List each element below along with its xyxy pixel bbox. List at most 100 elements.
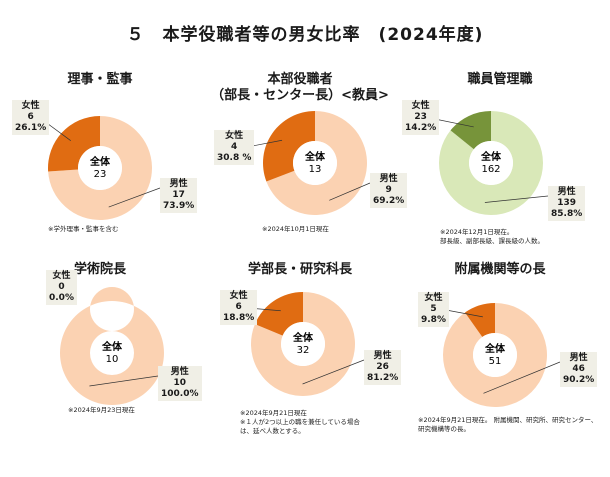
chart-note: ※2024年9月21日現在 ※１人が2つ以上の職を兼任している場合 は、延べ人数とす…	[240, 409, 360, 436]
male-data-label: 男性 46 90.2%	[560, 352, 598, 387]
female-pct: 0.0%	[49, 293, 74, 303]
female-pct: 14.2%	[405, 123, 437, 133]
chart-title: 学部長・研究科長	[200, 262, 400, 278]
chart-note-line: は、延べ人数とする。	[240, 427, 305, 435]
male-label: 男性	[557, 187, 576, 197]
donut-hole	[473, 333, 517, 377]
female-label: 女性	[225, 131, 244, 141]
female-data-label: 女性 0 0.0%	[46, 270, 77, 305]
chart-note-line: 研究機構等の長。	[418, 425, 470, 433]
female-pct: 30.8 %	[217, 153, 252, 163]
male-count: 17	[172, 190, 185, 200]
male-leader-line	[484, 195, 549, 203]
male-pct: 85.8%	[551, 209, 583, 219]
female-label: 女性	[52, 271, 71, 281]
center-total: 10	[106, 354, 119, 365]
male-pct: 69.2%	[373, 196, 405, 206]
male-slice	[443, 303, 547, 407]
male-pct: 100.0%	[161, 389, 199, 399]
chart-note: ※2024年9月23日現在	[68, 406, 135, 415]
donut-hole	[90, 331, 134, 375]
male-leader-line	[329, 182, 371, 201]
chart-title-line1: 理事・監事	[67, 72, 133, 87]
female-slice	[450, 111, 491, 150]
male-label: 男性	[569, 353, 588, 363]
female-label: 女性	[229, 291, 248, 301]
male-count: 9	[385, 185, 392, 195]
male-data-label: 男性 9 69.2%	[370, 173, 408, 208]
donut-hole	[293, 141, 337, 185]
female-count: 6	[27, 112, 34, 122]
chart-note-line: ※2024年10月1日現在	[262, 225, 329, 233]
chart-panel: 学術院長 全体 10 女性 0 0.0% 男性 10 100.0% ※2024年9月23日現在	[0, 262, 202, 477]
female-data-label: 女性 6 18.8%	[220, 290, 258, 325]
chart-panel: 本部役職者 （部長・センター長）<教員> 全体 13 女性 4 30.8 % 男性 9 69.2%…	[200, 68, 408, 283]
center-total: 51	[489, 356, 502, 367]
male-label: 男性	[169, 179, 188, 189]
chart-note: ※2024年10月1日現在	[262, 225, 329, 234]
chart-note-line: ※１人が2つ以上の職を兼任している場合	[240, 418, 360, 426]
male-data-label: 男性 26 81.2%	[364, 350, 402, 385]
male-count: 139	[557, 198, 577, 208]
center-label: 全体	[292, 331, 314, 344]
chart-note-line: ※2024年9月21日現在	[240, 409, 307, 417]
female-count: 0	[58, 282, 65, 292]
chart-note-line: ※学外理事・監事を含む	[48, 225, 119, 233]
female-pct: 26.1%	[15, 123, 47, 133]
female-label: 女性	[21, 101, 40, 111]
chart-note-line: 部長級、副部長級、課長級の人数。	[440, 237, 544, 245]
chart-note-line: ※2024年9月21日現在。 附属機関、研究所、研究センター、	[418, 416, 598, 424]
donut-hole	[469, 141, 513, 185]
male-data-label: 男性 10 100.0%	[158, 366, 202, 401]
chart-note-line: ※2024年12月1日現在。	[440, 228, 514, 236]
chart-title-line1: 本部役職者	[267, 72, 333, 87]
chart-title-line1: 附属機関等の長	[454, 262, 546, 277]
male-slice	[266, 111, 367, 215]
male-count: 46	[572, 364, 585, 374]
female-slice	[254, 292, 303, 336]
female-count: 5	[430, 304, 437, 314]
female-count: 6	[235, 302, 242, 312]
male-leader-line	[483, 361, 561, 394]
female-label: 女性	[411, 101, 430, 111]
chart-title-line2: （部長・センター長）<教員>	[211, 88, 389, 103]
male-slice	[48, 116, 152, 221]
male-label: 男性	[170, 367, 189, 377]
center-label: 全体	[480, 150, 502, 163]
center-label: 全体	[89, 155, 111, 168]
male-slice	[439, 111, 543, 215]
page-title: ５ 本学役職者等の男女比率 (2024年度)	[126, 25, 484, 45]
chart-note: ※2024年9月21日現在。 附属機関、研究所、研究センター、 研究機構等の長。	[418, 416, 597, 434]
female-slice	[464, 303, 495, 338]
chart-title: 職員管理職	[400, 72, 600, 88]
male-leader-line	[108, 187, 161, 208]
chart-title-line1: 職員管理職	[467, 72, 533, 87]
male-data-label: 男性 17 73.9%	[160, 178, 198, 213]
chart-title-line1: 学術院長	[73, 262, 126, 277]
male-leader-line	[302, 359, 365, 385]
male-data-label: 男性 139 85.8%	[548, 186, 586, 221]
male-count: 26	[376, 362, 389, 372]
chart-panel: 職員管理職 全体 162 女性 23 14.2% 男性 139 85.8% ※2024年12月1日…	[400, 68, 600, 283]
center-total: 13	[309, 164, 322, 175]
center-label: 全体	[484, 342, 506, 355]
male-pct: 73.9%	[163, 201, 195, 211]
male-label: 男性	[373, 351, 392, 361]
female-count: 4	[231, 142, 238, 152]
center-total: 23	[94, 169, 107, 180]
female-label: 女性	[424, 293, 443, 303]
female-data-label: 女性 23 14.2%	[402, 100, 440, 135]
chart-title: 理事・監事	[0, 72, 200, 88]
chart-title: 附属機関等の長	[400, 262, 600, 278]
female-slice	[263, 111, 315, 182]
female-leader-line	[445, 309, 483, 318]
male-count: 10	[173, 378, 187, 388]
center-total: 162	[481, 164, 500, 175]
male-pct: 90.2%	[563, 375, 595, 385]
male-label: 男性	[379, 174, 398, 184]
male-slice	[251, 292, 355, 396]
